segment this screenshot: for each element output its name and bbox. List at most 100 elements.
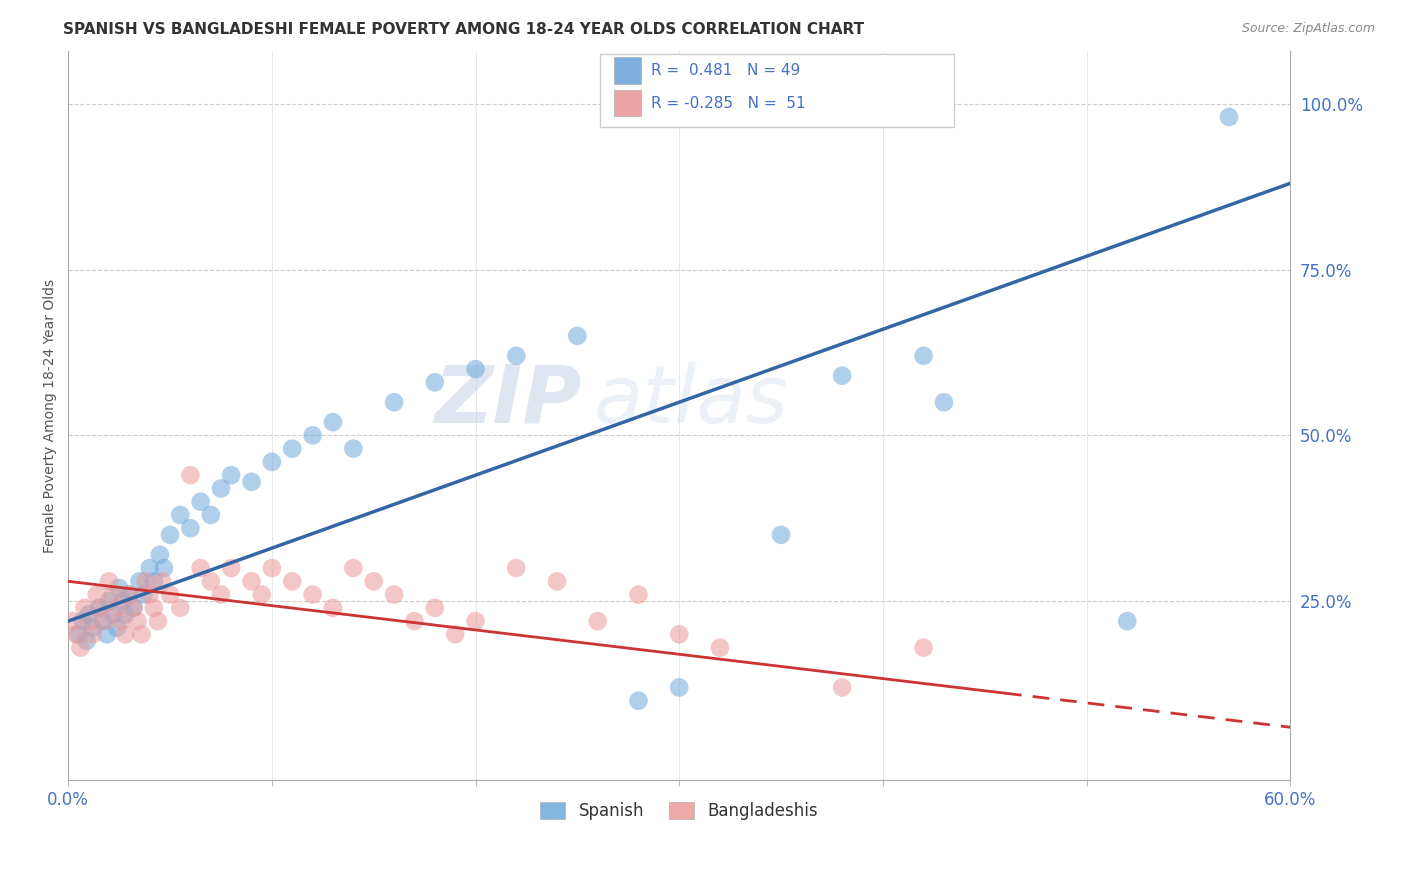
Point [464, 362, 486, 376]
Point [138, 588, 160, 602]
Point [118, 588, 141, 602]
Point [831, 368, 853, 383]
Point [73, 600, 96, 615]
Point [169, 600, 191, 615]
Point [209, 588, 232, 602]
Point [101, 588, 124, 602]
Point [96, 627, 118, 641]
Point [281, 574, 304, 589]
Point [146, 614, 169, 628]
Point [567, 329, 589, 343]
Point [82, 621, 104, 635]
Point [260, 455, 283, 469]
Point [668, 627, 690, 641]
Text: R = -0.285   N =  51: R = -0.285 N = 51 [651, 95, 806, 111]
Point [101, 607, 124, 622]
Point [464, 614, 486, 628]
Point [190, 494, 212, 508]
Point [138, 561, 160, 575]
Point [60, 614, 83, 628]
Point [77, 614, 100, 628]
Point [546, 574, 568, 589]
Point [110, 614, 132, 628]
Point [668, 681, 690, 695]
Point [382, 588, 405, 602]
Point [97, 574, 120, 589]
Point [169, 508, 191, 522]
Text: Source: ZipAtlas.com: Source: ZipAtlas.com [1241, 22, 1375, 36]
Point [135, 574, 157, 589]
Point [82, 627, 104, 641]
Point [150, 574, 173, 589]
Point [122, 600, 145, 615]
Point [342, 442, 364, 456]
Point [423, 376, 446, 390]
Point [1116, 614, 1139, 628]
Point [90, 600, 112, 615]
Point [128, 574, 150, 589]
Point [240, 574, 263, 589]
Point [505, 349, 527, 363]
Point [382, 395, 405, 409]
Point [699, 110, 721, 124]
Point [342, 561, 364, 575]
Point [219, 561, 242, 575]
Point [159, 528, 181, 542]
Text: atlas: atlas [593, 362, 789, 440]
Legend: Spanish, Bangladeshis: Spanish, Bangladeshis [534, 795, 825, 827]
Point [404, 614, 426, 628]
Point [200, 508, 222, 522]
Point [105, 600, 128, 615]
Point [131, 627, 153, 641]
Point [769, 528, 792, 542]
Point [209, 482, 232, 496]
Point [91, 614, 114, 628]
Point [260, 561, 283, 575]
Point [127, 614, 149, 628]
Point [322, 600, 344, 615]
Point [72, 614, 94, 628]
Point [153, 561, 176, 575]
Point [586, 614, 609, 628]
Point [179, 468, 201, 483]
Point [1218, 110, 1240, 124]
Point [69, 640, 91, 655]
Point [281, 442, 304, 456]
Point [423, 600, 446, 615]
Point [363, 574, 385, 589]
Point [65, 627, 87, 641]
Point [932, 395, 955, 409]
Point [105, 621, 128, 635]
Point [505, 561, 527, 575]
Point [122, 600, 145, 615]
Point [114, 627, 136, 641]
Point [301, 588, 323, 602]
Point [86, 588, 108, 602]
Point [240, 475, 263, 489]
Point [444, 627, 467, 641]
Point [912, 640, 935, 655]
FancyBboxPatch shape [614, 57, 641, 84]
Point [67, 627, 90, 641]
Point [97, 594, 120, 608]
Text: R =  0.481   N = 49: R = 0.481 N = 49 [651, 62, 800, 78]
Point [112, 594, 135, 608]
Point [87, 600, 110, 615]
Text: ZIP: ZIP [434, 362, 582, 440]
Y-axis label: Female Poverty Among 18-24 Year Olds: Female Poverty Among 18-24 Year Olds [44, 278, 58, 552]
Point [114, 607, 136, 622]
Point [142, 574, 165, 589]
FancyBboxPatch shape [600, 54, 955, 128]
Point [159, 588, 181, 602]
Point [200, 574, 222, 589]
Point [709, 640, 731, 655]
Point [149, 548, 172, 562]
Point [627, 588, 650, 602]
Point [627, 694, 650, 708]
Point [322, 415, 344, 429]
Point [132, 588, 155, 602]
Point [142, 600, 165, 615]
Point [912, 349, 935, 363]
Point [250, 588, 273, 602]
Point [77, 607, 100, 622]
